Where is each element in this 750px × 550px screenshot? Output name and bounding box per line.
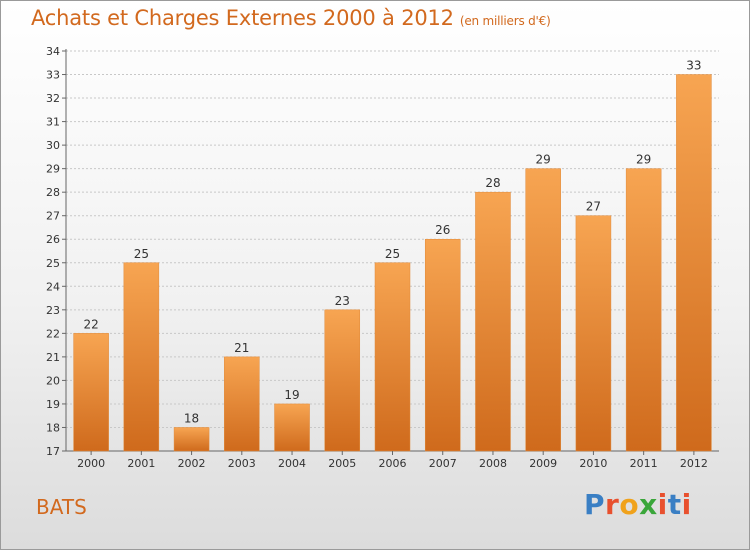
y-tick-label: 26 xyxy=(46,233,60,246)
bar-2010 xyxy=(575,215,612,452)
chart-subtitle: (en milliers d'€) xyxy=(459,14,551,28)
data-label-2012: 33 xyxy=(686,59,701,73)
y-tick-label: 17 xyxy=(46,445,60,458)
y-tick-label: 18 xyxy=(46,421,60,434)
bar-2012 xyxy=(676,74,712,452)
bar-2005 xyxy=(324,309,361,452)
bar-2000 xyxy=(73,333,109,452)
logo-letter: i xyxy=(681,488,692,521)
y-tick-label: 20 xyxy=(46,374,60,387)
x-tick-label-2004: 2004 xyxy=(278,457,306,470)
data-label-2002: 18 xyxy=(184,411,199,425)
x-tick-label-2007: 2007 xyxy=(429,457,457,470)
y-tick-label: 29 xyxy=(46,163,60,176)
chart-title: Achats et Charges Externes 2000 à 2012 xyxy=(31,6,454,30)
data-label-2011: 29 xyxy=(636,153,651,167)
y-tick-label: 28 xyxy=(46,186,60,199)
chart-title-block: Achats et Charges Externes 2000 à 2012 (e… xyxy=(31,6,551,30)
y-tick-label: 30 xyxy=(46,139,60,152)
y-tick-label: 34 xyxy=(46,45,60,58)
bar-2001 xyxy=(123,262,160,452)
data-label-2001: 25 xyxy=(134,247,149,261)
data-label-2010: 27 xyxy=(586,200,601,214)
bar-2002 xyxy=(173,427,210,452)
y-tick-label: 21 xyxy=(46,351,60,364)
x-tick-label-2005: 2005 xyxy=(328,457,356,470)
bar-2004 xyxy=(274,403,310,452)
y-tick-label: 22 xyxy=(46,327,60,340)
y-tick-label: 31 xyxy=(46,116,60,129)
data-label-2008: 28 xyxy=(485,176,500,190)
x-tick-label-2009: 2009 xyxy=(529,457,557,470)
y-tick-label: 27 xyxy=(46,210,60,223)
x-tick-label-2003: 2003 xyxy=(228,457,256,470)
data-label-2007: 26 xyxy=(435,223,450,237)
y-tick-label: 23 xyxy=(46,304,60,317)
y-axis-ticks: 17 18 19 20 21 22 23 24 25 26 27 28 29 30 31 32 33 34 xyxy=(46,45,66,458)
data-label-2009: 29 xyxy=(536,153,551,167)
commune-name: BATS xyxy=(36,495,87,519)
x-tick-label-2006: 2006 xyxy=(379,457,407,470)
logo-letter: x xyxy=(639,488,658,521)
y-tick-label: 32 xyxy=(46,92,60,105)
y-tick-label: 25 xyxy=(46,257,60,270)
bar-2003 xyxy=(224,356,260,452)
bar-2008 xyxy=(475,191,511,452)
proxiti-logo[interactable]: Proxiti xyxy=(584,488,692,521)
bars: 22 25 18 21 19 23 25 26 28 29 27 29 33 xyxy=(73,59,712,452)
x-tick-label-2010: 2010 xyxy=(579,457,607,470)
bar-2007 xyxy=(424,238,461,452)
y-tick-label: 33 xyxy=(46,69,60,82)
x-tick-label-2011: 2011 xyxy=(630,457,658,470)
data-label-2005: 23 xyxy=(335,294,350,308)
logo-letter: i xyxy=(657,488,668,521)
bar-2006 xyxy=(374,262,411,452)
logo-letter: r xyxy=(605,488,620,521)
data-label-2003: 21 xyxy=(234,341,249,355)
logo-letter: P xyxy=(584,488,606,521)
x-axis-ticks: 2000 2001 2002 2003 2004 2005 2006 2007 2008 2009… xyxy=(77,451,708,470)
x-tick-label-2000: 2000 xyxy=(77,457,105,470)
y-tick-label: 24 xyxy=(46,280,60,293)
x-tick-label-2001: 2001 xyxy=(127,457,155,470)
logo-letter: o xyxy=(619,488,640,521)
data-label-2004: 19 xyxy=(284,388,299,402)
y-tick-label: 19 xyxy=(46,398,60,411)
x-tick-label-2008: 2008 xyxy=(479,457,507,470)
data-label-2006: 25 xyxy=(385,247,400,261)
bar-2011 xyxy=(625,168,662,452)
x-tick-label-2012: 2012 xyxy=(680,457,708,470)
logo-letter: t xyxy=(667,488,682,521)
x-tick-label-2002: 2002 xyxy=(178,457,206,470)
data-label-2000: 22 xyxy=(83,317,98,331)
bar-2009 xyxy=(525,168,561,452)
